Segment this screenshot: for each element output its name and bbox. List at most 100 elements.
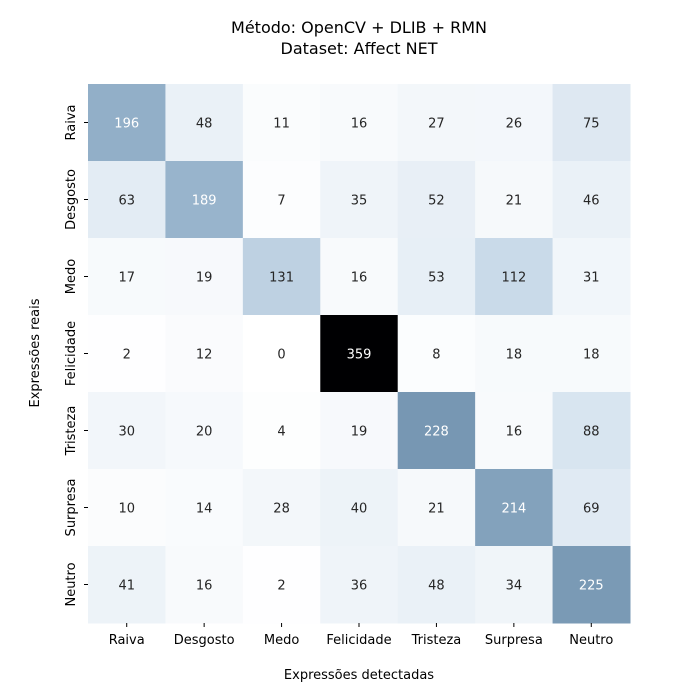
y-tick-label: Neutro xyxy=(64,562,79,606)
heatmap-cell xyxy=(475,469,554,547)
x-tick-label: Desgosto xyxy=(174,633,235,648)
heatmap-cell xyxy=(475,84,554,162)
cell-value-label: 53 xyxy=(428,271,445,286)
cell-value-label: 359 xyxy=(347,348,372,363)
y-tick-label: Felicidade xyxy=(64,321,79,386)
x-tick-label: Medo xyxy=(264,633,299,648)
cell-value-label: 225 xyxy=(579,579,604,594)
cell-value-label: 20 xyxy=(196,425,213,440)
y-axis-ticks: Raiva Desgosto Medo Felicidade Tristeza Surpr… xyxy=(64,105,88,607)
cell-value-label: 16 xyxy=(506,425,523,440)
y-tick-label: Medo xyxy=(64,259,79,294)
heatmap-cell xyxy=(397,546,476,624)
cell-value-label: 189 xyxy=(192,194,217,209)
cell-value-label: 31 xyxy=(583,271,600,286)
cell-value-label: 46 xyxy=(583,194,600,209)
cell-value-label: 7 xyxy=(277,194,285,209)
cell-value-label: 14 xyxy=(196,502,213,517)
cell-value-label: 10 xyxy=(118,502,135,517)
cell-value-label: 21 xyxy=(506,194,523,209)
heatmap-cell xyxy=(165,238,244,316)
heatmap-cell xyxy=(552,161,631,239)
y-tick-label: Raiva xyxy=(64,105,79,141)
cell-value-label: 48 xyxy=(428,579,445,594)
cell-value-label: 26 xyxy=(506,117,523,132)
x-tick-label: Felicidade xyxy=(326,633,391,648)
heatmap-cell xyxy=(552,84,631,162)
heatmap-cell xyxy=(397,238,476,316)
cell-value-label: 131 xyxy=(269,271,294,286)
heatmap-cell xyxy=(320,161,399,239)
heatmap-cell xyxy=(88,315,166,393)
cell-value-label: 16 xyxy=(196,579,213,594)
heatmap-cell xyxy=(552,469,631,547)
heatmap-cell xyxy=(242,84,321,162)
cell-value-label: 19 xyxy=(196,271,213,286)
cell-value-label: 18 xyxy=(506,348,523,363)
cell-value-label: 112 xyxy=(501,271,526,286)
heatmap-cell xyxy=(88,84,166,162)
x-tick-label: Neutro xyxy=(569,633,613,648)
y-tick-label: Desgosto xyxy=(64,169,79,230)
heatmap-cell xyxy=(320,238,399,316)
cell-value-label: 19 xyxy=(351,425,368,440)
x-tick-label: Surpresa xyxy=(485,633,543,648)
cell-value-label: 75 xyxy=(583,117,600,132)
heatmap-cell xyxy=(397,84,476,162)
cell-value-label: 16 xyxy=(351,271,368,286)
x-tick-label: Tristeza xyxy=(411,633,462,648)
heatmap-cell xyxy=(320,469,399,547)
heatmap-cell xyxy=(552,238,631,316)
x-axis-label: Expressões detectadas xyxy=(284,668,434,683)
x-axis-ticks: Raiva Desgosto Medo Felicidade Tristeza Surpr… xyxy=(109,623,613,648)
cell-value-label: 88 xyxy=(583,425,600,440)
cell-value-label: 18 xyxy=(583,348,600,363)
heatmap-cell xyxy=(242,546,321,624)
chart-title-block: Método: OpenCV + DLIB + RMN Dataset: Aff… xyxy=(0,17,700,59)
cell-value-label: 28 xyxy=(273,502,290,517)
cell-value-label: 21 xyxy=(428,502,445,517)
cell-value-label: 0 xyxy=(277,348,285,363)
heatmap-cell xyxy=(242,238,321,316)
cell-value-label: 63 xyxy=(118,194,135,209)
heatmap-cell xyxy=(165,546,244,624)
cell-value-label: 69 xyxy=(583,502,600,517)
heatmap-cell xyxy=(88,469,166,547)
cell-value-label: 35 xyxy=(351,194,368,209)
cell-value-label: 11 xyxy=(273,117,290,132)
cell-value-label: 196 xyxy=(114,117,139,132)
heatmap-cell xyxy=(320,392,399,470)
heatmap-cell xyxy=(552,392,631,470)
heatmap-cell xyxy=(242,469,321,547)
cell-value-label: 4 xyxy=(277,425,285,440)
chart-title: Método: OpenCV + DLIB + RMN xyxy=(231,18,487,37)
x-tick-label: Raiva xyxy=(109,633,145,648)
heatmap-cell xyxy=(88,238,166,316)
cell-value-label: 16 xyxy=(351,117,368,132)
heatmap-cell xyxy=(165,84,244,162)
cell-value-label: 34 xyxy=(506,579,523,594)
heatmap-cell xyxy=(320,84,399,162)
heatmap-cell xyxy=(242,161,321,239)
heatmap-cell xyxy=(552,546,631,624)
cell-value-label: 41 xyxy=(118,579,135,594)
cell-value-label: 8 xyxy=(432,348,440,363)
heatmap-cell xyxy=(165,161,244,239)
cell-value-label: 52 xyxy=(428,194,445,209)
cell-value-label: 36 xyxy=(351,579,368,594)
heatmap-cell xyxy=(88,392,166,470)
heatmap-cell xyxy=(88,546,166,624)
heatmap-cell xyxy=(320,546,399,624)
heatmap-cell xyxy=(475,392,554,470)
chart-subtitle: Dataset: Affect NET xyxy=(280,39,438,58)
cell-value-label: 40 xyxy=(351,502,368,517)
cell-value-label: 2 xyxy=(123,348,131,363)
heatmap-cell xyxy=(165,469,244,547)
heatmap-cell xyxy=(397,161,476,239)
cell-value-label: 214 xyxy=(501,502,526,517)
heatmap-cell xyxy=(475,238,554,316)
cell-value-label: 27 xyxy=(428,117,445,132)
cell-value-label: 30 xyxy=(118,425,135,440)
heatmap-cell xyxy=(242,392,321,470)
